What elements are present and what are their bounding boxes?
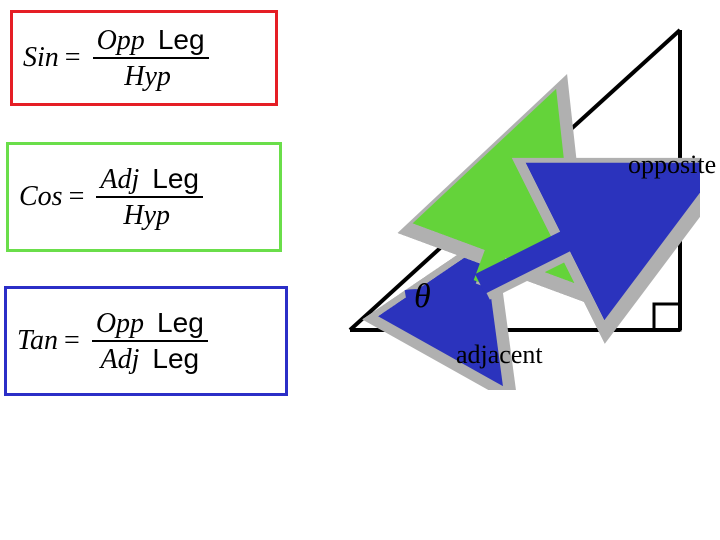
theta-label: θ bbox=[414, 278, 431, 316]
cos-num-leg: Leg bbox=[152, 163, 199, 194]
cos-fraction: Adj Leg Hyp bbox=[96, 164, 203, 231]
opposite-label: opposite bbox=[628, 150, 716, 180]
equals-sign: = bbox=[69, 181, 85, 213]
right-angle-marker bbox=[654, 304, 680, 330]
tan-den-ital: Adj bbox=[100, 344, 139, 375]
cos-num-ital: Adj bbox=[100, 164, 139, 195]
cos-den-ital: Hyp bbox=[123, 200, 170, 231]
cos-formula-box: Cos = Adj Leg Hyp bbox=[6, 142, 282, 252]
tan-func: Tan bbox=[17, 325, 58, 357]
adjacent-label: adjacent bbox=[456, 340, 543, 370]
equals-sign: = bbox=[65, 42, 81, 74]
sin-den-ital: Hyp bbox=[124, 61, 171, 92]
sin-fraction: Opp Leg Hyp bbox=[93, 25, 209, 92]
tan-num-ital: Opp bbox=[96, 308, 144, 339]
tan-fraction: Opp Leg Adj Leg bbox=[92, 308, 208, 375]
triangle-diagram: θ bbox=[310, 10, 700, 390]
sin-num-leg: Leg bbox=[158, 24, 205, 55]
sin-formula-box: Sin = Opp Leg Hyp bbox=[10, 10, 278, 106]
sin-func: Sin bbox=[23, 42, 59, 74]
tan-formula-box: Tan = Opp Leg Adj Leg bbox=[4, 286, 288, 396]
tan-den-leg: Leg bbox=[152, 343, 199, 374]
equals-sign: = bbox=[64, 325, 80, 357]
tan-num-leg: Leg bbox=[157, 307, 204, 338]
sin-num-ital: Opp bbox=[97, 25, 145, 56]
cos-func: Cos bbox=[19, 181, 63, 213]
